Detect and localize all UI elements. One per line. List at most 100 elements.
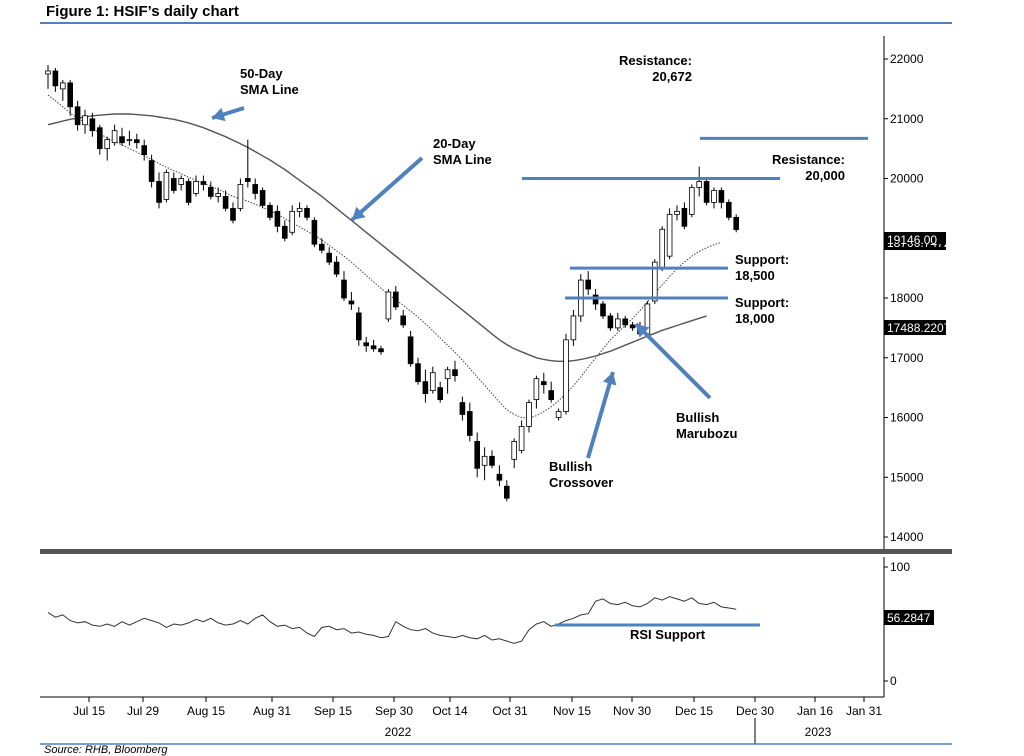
candle-body — [348, 300, 355, 305]
x-year-label: 2023 — [805, 725, 832, 739]
candle — [407, 330, 414, 367]
bullish-crossover-arrow-shaft — [586, 371, 615, 459]
price-value-bg — [884, 232, 946, 247]
rsi-support-label: RSI Support — [630, 627, 706, 642]
candle-body — [585, 279, 591, 290]
candle — [696, 166, 702, 197]
candle — [311, 217, 318, 248]
candle — [452, 360, 458, 382]
candle-body — [311, 219, 318, 245]
candle-body — [296, 207, 303, 212]
sma20-annotation-line: SMA Line — [433, 152, 492, 167]
candle — [355, 306, 362, 346]
x-tick-label: Sep 15 — [314, 704, 352, 718]
candle-body — [526, 402, 532, 427]
candle-body — [97, 127, 103, 150]
candle — [289, 205, 295, 236]
candle — [422, 369, 429, 403]
candle — [296, 202, 303, 218]
candle — [496, 465, 503, 487]
candle-body — [200, 181, 207, 185]
candle — [541, 372, 547, 394]
candle-body — [548, 390, 554, 400]
candle — [74, 100, 81, 131]
candle — [178, 175, 185, 191]
candle-body — [141, 145, 148, 155]
candle — [52, 67, 59, 92]
rsi-value-label: 56.2847 — [887, 611, 931, 625]
price-value-box: 19146.00 — [884, 232, 946, 247]
candle — [563, 333, 569, 415]
sma50-annotation-line: 50-Day — [240, 66, 283, 81]
price-y-tick-label: 20000 — [890, 172, 924, 186]
sma20-arrow — [350, 156, 424, 222]
candle — [511, 438, 517, 469]
bullish-crossover-label-line: Crossover — [549, 475, 613, 490]
candle — [60, 79, 66, 101]
candle — [318, 238, 325, 254]
x-axis: Jul 15 Jul 29 Aug 15 Aug 31 Sep 15 Sep 30 Oct … — [40, 696, 884, 744]
support-18000-label-line: Support: — [735, 295, 789, 310]
candle-body — [422, 381, 429, 394]
candle-body — [74, 106, 81, 126]
candle-body — [82, 115, 88, 126]
candle-body — [733, 216, 739, 230]
candle — [82, 109, 88, 134]
bullish-crossover-label: Bullish Crossover — [549, 459, 613, 490]
bullish-marubozu-arrow — [634, 322, 712, 400]
candle-body — [511, 440, 517, 460]
candle-body — [666, 213, 673, 257]
rsi-line — [47, 596, 737, 644]
candle-body — [444, 369, 451, 380]
price-value-box: 17488.2207 — [884, 320, 951, 335]
x-tick-label: Oct 31 — [492, 704, 528, 718]
candle — [481, 447, 488, 481]
price-y-tick-label: 16000 — [890, 411, 924, 425]
bullish-marubozu-label-line: Bullish — [676, 410, 719, 425]
bullish-crossover-arrow-head — [602, 372, 617, 386]
sma50-arrow-head — [212, 107, 226, 122]
panel-divider — [40, 549, 952, 554]
candle — [170, 172, 177, 194]
candle-body — [104, 139, 111, 150]
candle — [163, 169, 170, 203]
candle — [718, 187, 725, 209]
price-value-label: 17488.2207 — [887, 321, 951, 335]
candle-body — [207, 187, 214, 197]
bullish-marubozu-arrow-shaft — [634, 322, 712, 400]
x-tick-label: Dec 15 — [675, 704, 713, 718]
candle-body — [481, 455, 488, 466]
candle-body — [148, 160, 155, 182]
resistance-20000-label-line: 20,000 — [805, 168, 845, 183]
candle-body — [178, 178, 185, 185]
x-tick-label: Nov 15 — [553, 704, 591, 718]
candle-body — [533, 378, 540, 400]
candle-body — [518, 426, 525, 451]
candle — [629, 321, 636, 331]
candle-body — [681, 207, 688, 227]
candle — [45, 64, 51, 89]
sma20-line — [47, 94, 722, 419]
candle-body — [429, 372, 436, 392]
candle — [267, 202, 273, 221]
candle-body — [119, 136, 125, 144]
candle-body — [289, 210, 295, 233]
price-y-tick-label: 18000 — [890, 291, 924, 305]
candle — [503, 480, 510, 502]
candle — [244, 139, 251, 188]
candle-body — [496, 473, 503, 481]
price-value-bg — [884, 320, 946, 335]
candle — [474, 432, 480, 478]
candle — [385, 289, 392, 322]
x-tick-label: Sep 30 — [375, 704, 413, 718]
rsi-value-box: 56.2847 — [884, 610, 934, 625]
candle — [333, 256, 340, 278]
bullish-crossover-arrow — [586, 371, 617, 459]
candle-body — [326, 252, 332, 263]
candle — [415, 357, 421, 385]
candle — [363, 336, 369, 352]
candle-body — [466, 411, 473, 436]
x-tick-label: Aug 31 — [253, 704, 291, 718]
